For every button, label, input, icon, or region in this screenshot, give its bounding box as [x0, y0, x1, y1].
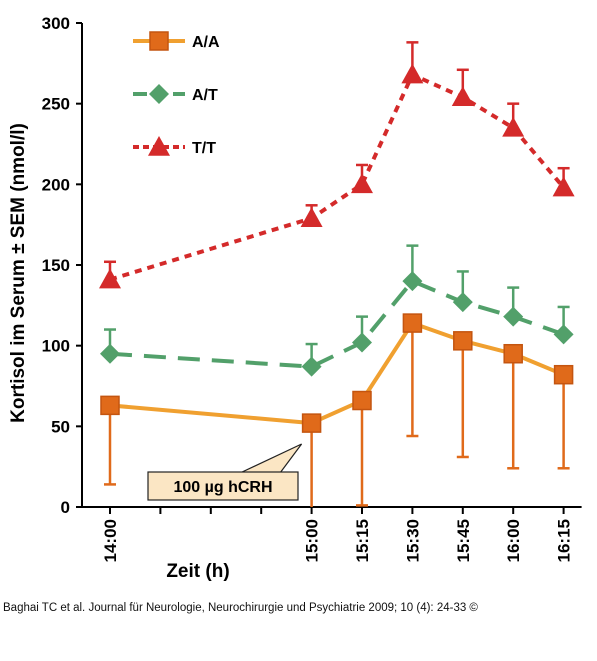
- marker-at: [100, 343, 120, 364]
- y-axis-label: Kortisol im Serum ± SEM (nmol/l): [8, 123, 29, 423]
- marker-aa: [453, 331, 473, 351]
- legend-marker-tt: [148, 136, 170, 156]
- legend-label-at: A/T: [192, 87, 218, 104]
- x-axis-label: Zeit (h): [166, 561, 229, 582]
- y-tick-label: 300: [42, 14, 70, 33]
- x-tick-label: 15:45: [454, 519, 473, 562]
- axes: 0 50 100 150 200 250 300 14:00 15:00 15:15 15:30 15…: [42, 14, 582, 562]
- legend-marker-aa: [149, 31, 169, 51]
- y-tick-label: 100: [42, 337, 70, 356]
- y-tick-label: 0: [61, 498, 70, 517]
- series-line-at: [109, 279, 565, 369]
- marker-at: [402, 271, 423, 292]
- legend-label-tt: T/T: [192, 140, 216, 157]
- x-tick-label: 15:15: [353, 519, 372, 562]
- data-markers: [99, 63, 575, 433]
- marker-tt: [451, 86, 474, 107]
- marker-tt: [502, 116, 525, 137]
- series-lines: [109, 72, 566, 426]
- citation: Baghai TC et al. Journal für Neurologie,…: [3, 602, 478, 614]
- x-tick-label: 15:30: [403, 519, 422, 562]
- y-tick-label: 250: [42, 95, 70, 114]
- series-line-tt: [109, 72, 566, 282]
- marker-tt: [99, 268, 121, 289]
- marker-at: [352, 332, 372, 353]
- x-tick-label: 15:00: [303, 519, 322, 562]
- marker-aa: [402, 313, 423, 333]
- x-tick-label: 16:00: [504, 519, 523, 562]
- callout-pointer: [239, 443, 303, 474]
- marker-at: [452, 292, 473, 313]
- y-tick-label: 200: [42, 175, 70, 194]
- marker-at: [301, 356, 322, 377]
- marker-aa: [553, 364, 574, 385]
- marker-tt: [351, 173, 373, 194]
- error-bars: [104, 41, 570, 507]
- marker-tt: [552, 176, 575, 197]
- marker-aa: [503, 343, 523, 364]
- legend-label-aa: A/A: [192, 34, 220, 51]
- hcrh-callout: 100 µg hCRH: [147, 443, 303, 501]
- x-tick-label: 16:15: [555, 519, 574, 562]
- cortisol-chart: 0 50 100 150 200 250 300 14:00 15:00 15:15 15:30 15…: [8, 14, 582, 582]
- marker-at: [503, 306, 524, 327]
- marker-aa: [352, 390, 372, 411]
- callout-label: 100 µg hCRH: [173, 479, 272, 496]
- marker-aa: [301, 413, 322, 433]
- legend-marker-at: [149, 84, 169, 104]
- marker-tt: [300, 207, 323, 228]
- marker-at: [553, 324, 574, 345]
- marker-tt: [401, 63, 424, 84]
- y-tick-label: 150: [42, 256, 70, 275]
- marker-aa: [100, 395, 120, 416]
- callout-box: [147, 471, 299, 501]
- y-tick-label: 50: [51, 417, 70, 436]
- x-tick-label: 14:00: [101, 519, 120, 562]
- legend: A/A A/T T/T: [133, 31, 220, 157]
- series-line-aa: [109, 321, 565, 426]
